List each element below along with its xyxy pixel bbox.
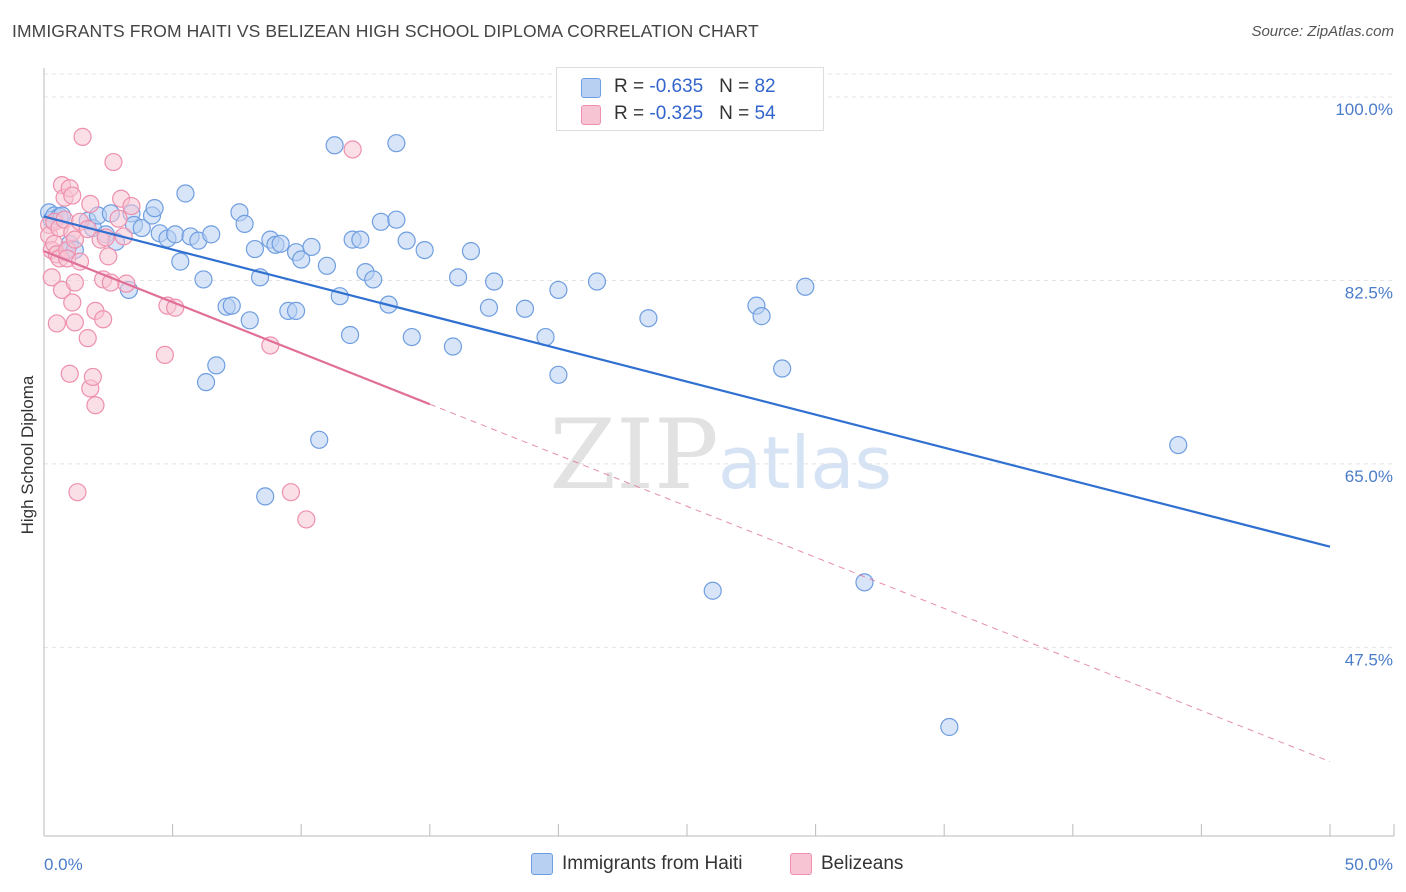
haiti-point [587,272,607,291]
belizean-point [83,367,102,387]
haiti-point [549,280,568,300]
bottom-legend-label-belizeans: Belizeans [821,853,904,874]
belizean-point [81,194,100,214]
y-tick-label: 65.0% [1345,467,1393,486]
legend-text-haiti: R = -0.635 N = 82 [614,76,776,97]
haiti-point [549,365,568,384]
haiti-point [325,136,344,155]
y-tick-label: 47.5% [1345,650,1393,669]
belizean-point [122,196,141,216]
haiti-point [245,239,265,259]
haiti-point [194,270,213,289]
belizean-point [281,483,301,502]
haiti-point [485,272,504,291]
haiti-point [240,311,259,330]
haiti-point [364,270,383,289]
bottom-swatch-blue-icon [531,853,553,875]
belizean-point [94,310,113,329]
haiti-point [703,581,722,600]
haiti-point [515,299,535,318]
belizean-point [155,345,174,365]
haiti-point [256,487,275,506]
belizean-point [86,396,105,415]
haiti-point [286,301,306,320]
belizean-point [42,268,61,287]
haiti-trendline [43,215,1331,548]
haiti-point [443,337,463,356]
haiti-point [796,277,815,296]
y-tick-label: 100.0% [1335,100,1393,119]
belizean-point [68,483,87,502]
haiti-point [222,296,241,315]
chart-title: IMMIGRANTS FROM HAITI VS BELIZEAN HIGH S… [12,21,759,41]
haiti-point [479,298,499,317]
y-axis-label: High School Diploma [18,375,37,535]
haiti-point [940,717,959,737]
haiti-point [166,225,185,244]
bottom-legend-label-haiti: Immigrants from Haiti [562,853,743,874]
haiti-point [371,212,391,231]
bottom-swatch-pink-icon [790,853,812,875]
haiti-point [207,356,226,375]
y-tick-label: 82.5% [1345,283,1393,302]
haiti-point [752,307,771,326]
haiti-point [292,250,311,269]
haiti-point [340,325,360,345]
belizean-point [166,298,185,317]
belizean-point [65,313,84,332]
haiti-point [235,214,254,233]
belizean-point [99,247,118,266]
haiti-point [415,240,434,260]
belizean-point [65,273,84,292]
belizean-point [261,336,280,355]
haiti-point [271,234,290,253]
belizean-trendline [43,250,431,406]
legend-text-belizeans: R = -0.325 N = 54 [614,103,776,124]
x-tick-label-min: 0.0% [44,855,83,874]
haiti-point [171,252,190,271]
legend-swatch-blue-icon [581,78,601,98]
belizean-point [47,314,66,333]
belizean-point [78,329,97,348]
haiti-point [1169,435,1188,455]
haiti-point [202,225,221,244]
source-label: Source: ZipAtlas.com [1251,23,1394,40]
haiti-point [448,268,468,287]
haiti-point [176,184,195,203]
haiti-point [196,373,216,392]
belizean-point [297,510,316,529]
haiti-point [773,359,792,378]
haiti-point [132,218,151,238]
haiti-point [639,309,658,328]
belizean-point [60,364,79,383]
watermark-zip: ZIP [549,399,718,511]
haiti-point [855,573,874,592]
belizean-point [65,230,84,249]
haiti-point [145,199,164,218]
belizean-point [63,293,82,312]
watermark-atlas: atlas [718,421,892,505]
belizean-point [104,152,123,172]
legend: R = -0.635 N = 82 R = -0.325 N = 54 [556,67,824,131]
haiti-point [351,230,370,249]
belizean-point [343,140,362,159]
x-tick-label-max: 50.0% [1345,855,1393,874]
haiti-point [402,327,421,347]
haiti-point [387,134,406,153]
haiti-point [387,210,406,229]
belizean-point [73,127,92,146]
haiti-point [461,242,481,261]
haiti-point [397,231,416,250]
haiti-point [302,237,321,257]
belizean-point [63,186,82,205]
legend-swatch-pink-icon [581,105,601,125]
haiti-point [317,256,337,275]
haiti-point [310,430,329,449]
belizean-trendline-extension [429,403,1331,763]
belizean-point [109,209,128,228]
